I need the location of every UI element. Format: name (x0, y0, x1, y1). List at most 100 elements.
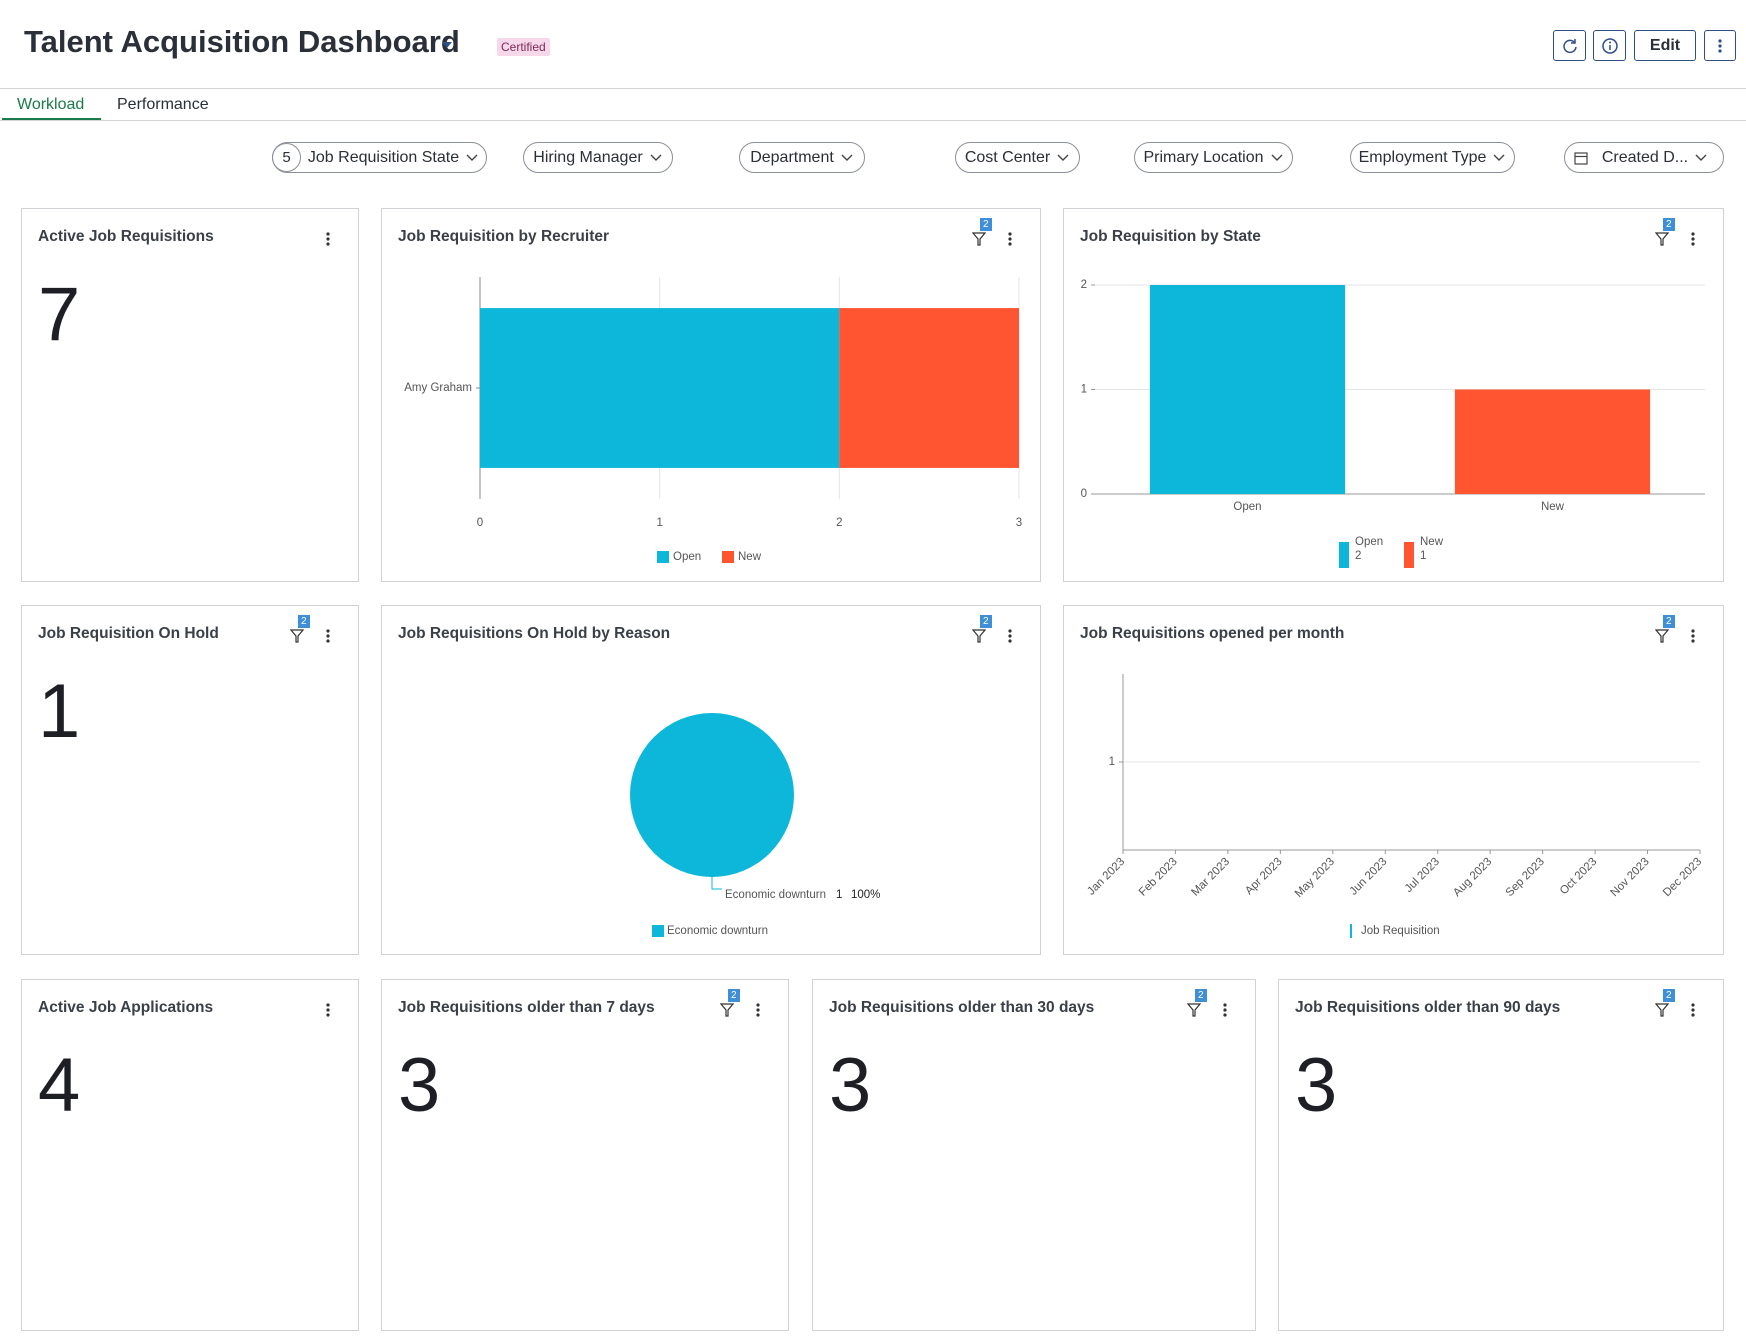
legend-label: Job Requisition (1361, 925, 1440, 937)
menu-dot (326, 242, 330, 246)
menu-dot (756, 1008, 760, 1012)
x-tick-label: 1 (656, 517, 662, 529)
widget-menu[interactable] (324, 628, 332, 644)
more-button[interactable] (1704, 30, 1736, 61)
filter-pill[interactable]: Hiring Manager (523, 142, 673, 173)
chevron-path (466, 154, 478, 161)
x-tick-label: Oct 2023 (1558, 856, 1599, 897)
pie-slice (630, 713, 794, 877)
filter-pill[interactable]: Cost Center (955, 142, 1080, 173)
y-tick-label: 2 (1081, 279, 1087, 291)
chart: 1 Jan 2023 Feb 2023 Mar 2023 Apr 2023 May 202… (1085, 674, 1704, 938)
chevron (650, 154, 662, 161)
menu-dot (326, 629, 330, 633)
edit-label: Edit (1649, 36, 1681, 54)
legend-value: 1 (1420, 550, 1426, 562)
slice-label: Economic downturn (725, 889, 826, 901)
kpi-value: 3 (1295, 1043, 1338, 1128)
filter-badge: 2 (1195, 989, 1207, 1002)
filter-shape (1655, 232, 1669, 246)
filter-pill[interactable]: Created D... (1564, 142, 1724, 173)
filter-label: Cost Center (964, 148, 1051, 166)
chevron-path (1695, 154, 1707, 161)
chevron (1493, 154, 1505, 161)
filter-icon (1655, 232, 1669, 246)
legend-label: New (738, 551, 762, 563)
filter-label: Department (750, 148, 834, 166)
legend-swatch (652, 925, 664, 937)
chevron (841, 154, 853, 161)
widget-menu[interactable] (1689, 1002, 1697, 1018)
x-tick-label: Sep 2023 (1504, 856, 1547, 899)
title-dropdown[interactable] (440, 40, 454, 50)
widget-title: Job Requisitions On Hold by Reason (398, 625, 671, 642)
menu-dot (1223, 1008, 1227, 1012)
bar (1454, 389, 1651, 494)
tab-performance[interactable]: Performance (117, 96, 209, 113)
x-tick-label: Apr 2023 (1243, 856, 1284, 897)
widget-menu[interactable] (1689, 628, 1697, 644)
menu-dot (1008, 237, 1012, 241)
filter-pill[interactable]: 5 Job Requisition State (272, 142, 487, 173)
filter-pill[interactable]: Department (739, 142, 865, 173)
menu-dot (1008, 634, 1012, 638)
filter-badge: 2 (980, 615, 992, 628)
filter-pill[interactable]: Primary Location (1134, 142, 1293, 173)
legend-label: Open (673, 551, 701, 563)
menu-dot (326, 634, 330, 638)
widget-menu[interactable] (1689, 231, 1697, 247)
legend-swatch (657, 551, 669, 563)
chevron-path (1493, 154, 1505, 161)
kpi-value: 4 (38, 1043, 81, 1128)
widget-card: Active Job Requisitions 7 (21, 208, 359, 582)
chart: 0 1 2 3 Amy Graham Open New (404, 277, 1022, 563)
filter-badge: 2 (1663, 989, 1675, 1002)
widget-menu[interactable] (1221, 1002, 1229, 1018)
leader-line (711, 877, 722, 890)
widget-menu[interactable] (754, 1002, 762, 1018)
widget-menu[interactable] (1006, 231, 1014, 247)
widget-menu[interactable] (324, 1002, 332, 1018)
edit-button[interactable]: Edit (1634, 30, 1696, 61)
chevron-path (1271, 154, 1283, 161)
filter-badge: 2 (298, 615, 310, 628)
legend-label: Economic downturn (667, 925, 768, 937)
x-tick-label: Nov 2023 (1609, 856, 1652, 899)
info-button[interactable] (1593, 30, 1626, 61)
chevron (466, 154, 478, 161)
menu-dot (326, 639, 330, 643)
widget-menu[interactable] (1006, 628, 1014, 644)
menu-dot (326, 1003, 330, 1007)
widget-title: Job Requisitions older than 30 days (829, 999, 1095, 1016)
widget-card: Active Job Applications 4 (21, 979, 359, 1331)
menu-dot (1691, 639, 1695, 643)
filter-label: Employment Type (1358, 148, 1487, 166)
filter-label: Created D... (1601, 148, 1689, 166)
tabs-divider (0, 120, 1746, 121)
slice-value: 1 (836, 889, 842, 901)
chevron-path (841, 154, 853, 161)
x-tick-label: 0 (477, 517, 483, 529)
widget-title: Job Requisitions older than 90 days (1295, 999, 1561, 1016)
widget-card: Job Requisition by State 2 0 1 2 Open New Open 2… (1063, 208, 1724, 582)
kpi-value: 1 (38, 669, 81, 754)
x-tick-label: 2 (836, 517, 842, 529)
filter-icon (1655, 629, 1669, 643)
x-tick-label: Aug 2023 (1451, 856, 1494, 899)
widget-menu[interactable] (324, 231, 332, 247)
menu-dot (1691, 1013, 1695, 1017)
refresh-button[interactable] (1553, 30, 1586, 61)
y-tick-label: Amy Graham (404, 382, 472, 394)
kpi-value: 3 (829, 1043, 872, 1128)
widget-title: Active Job Requisitions (38, 228, 214, 245)
chart: 0 1 2 Open New Open 2 New 1 (1081, 279, 1705, 568)
filter-shape (1655, 1003, 1669, 1017)
legend-value: 2 (1355, 550, 1361, 562)
dashboard-title: Talent Acquisition Dashboard (24, 24, 460, 59)
menu-dot (1691, 242, 1695, 246)
tab-workload[interactable]: Workload (17, 96, 85, 113)
filter-shape (972, 629, 986, 643)
x-tick-label: 3 (1016, 517, 1022, 529)
filter-pill[interactable]: Employment Type (1350, 142, 1515, 173)
x-tick-label: May 2023 (1293, 856, 1337, 900)
